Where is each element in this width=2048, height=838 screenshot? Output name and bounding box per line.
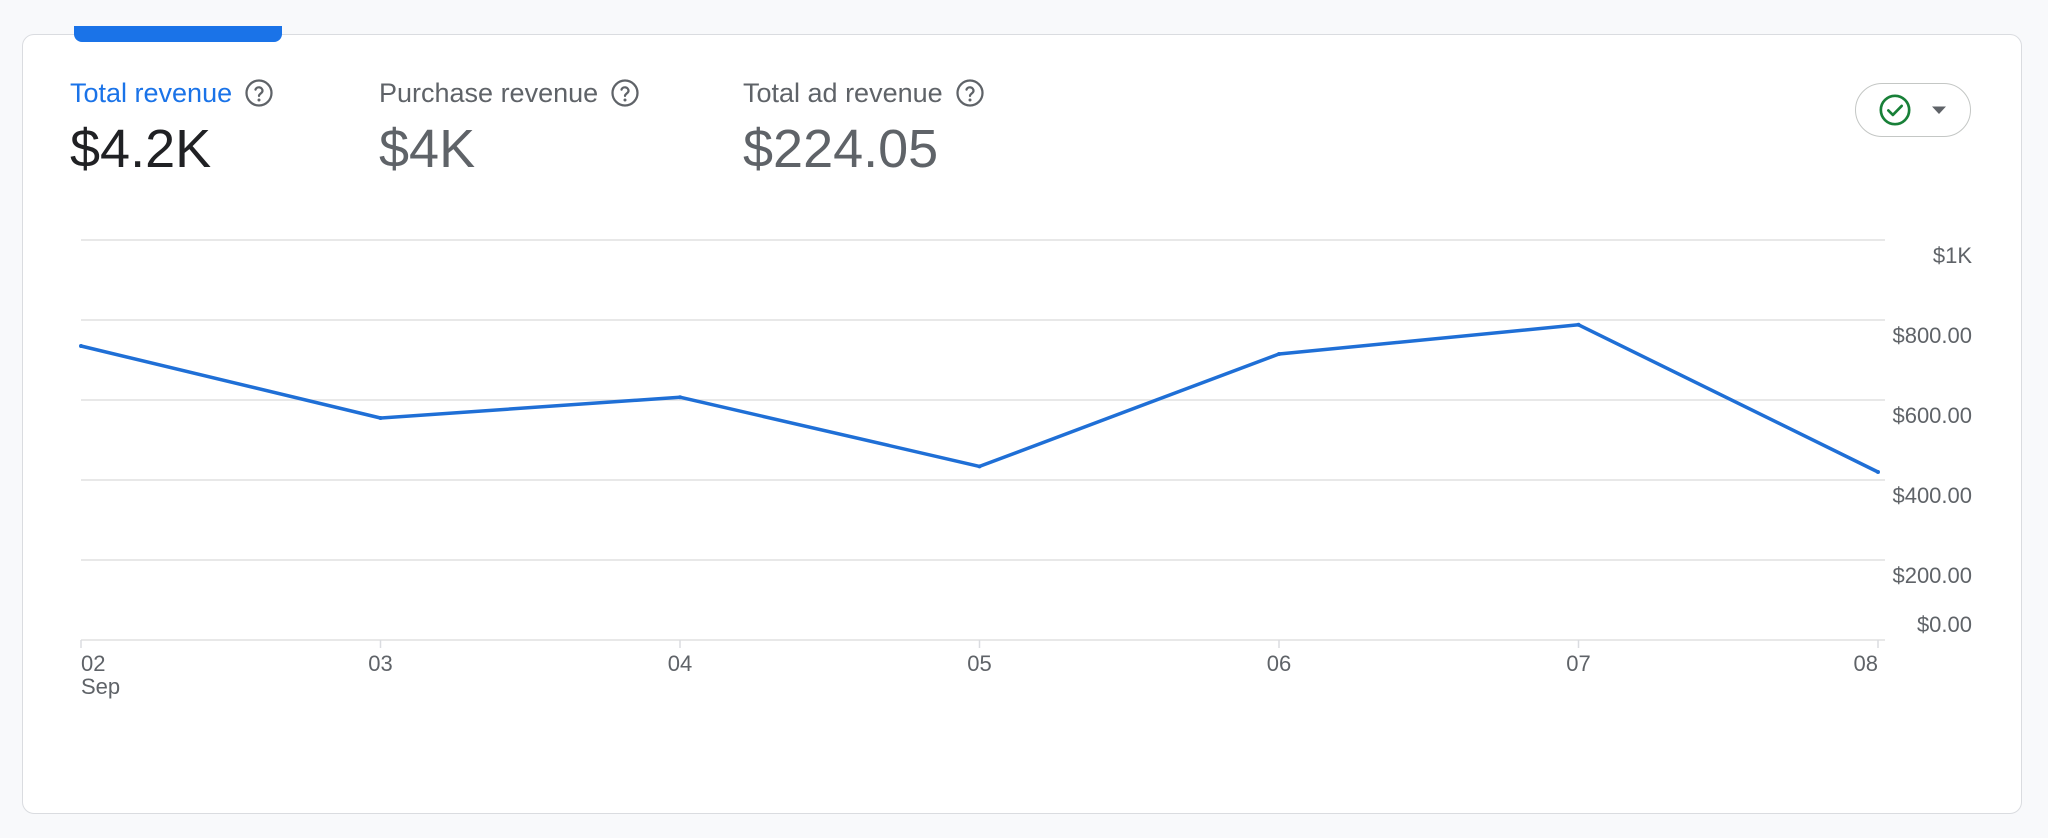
help-circle-icon[interactable] [244,78,274,108]
x-tick-label: 08 [1854,651,1878,676]
metric-value: $224.05 [743,119,939,179]
metric-purchase-revenue[interactable]: Purchase revenue $4K [379,76,640,176]
metric-value: $4.2K [70,119,212,179]
metric-label: Purchase revenue [379,77,599,108]
active-tab-indicator [74,26,282,42]
data-point[interactable] [1277,352,1281,356]
data-point[interactable] [977,464,982,469]
data-point[interactable] [1576,322,1581,327]
metric-total-ad-revenue[interactable]: Total ad revenue $224.05 [743,76,985,176]
metric-value: $4K [379,119,476,179]
metric-label: Total ad revenue [743,77,943,108]
y-tick-label: $200.00 [1892,563,1972,588]
y-tick-label: $1K [1933,243,1972,268]
y-tick-label: $800.00 [1892,323,1972,348]
chart-series [79,322,1880,474]
x-month-label: Sep [81,674,120,699]
y-tick-label: $400.00 [1892,483,1972,508]
check-circle-icon [1879,94,1911,126]
revenue-card [22,34,2022,814]
x-tick-label: 02 [81,651,105,676]
series-line[interactable] [80,323,1879,474]
x-tick-label: 06 [1267,651,1291,676]
y-tick-label: $0.00 [1917,612,1972,637]
y-tick-label: $600.00 [1892,403,1972,428]
metric-total-revenue[interactable]: Total revenue $4.2K [70,76,274,176]
x-tick-label: 04 [668,651,692,676]
x-tick-label: 07 [1566,651,1590,676]
data-point[interactable] [1876,470,1880,474]
help-circle-icon[interactable] [610,78,640,108]
data-point[interactable] [79,344,83,348]
dropdown-arrow-icon [1932,106,1946,114]
compare-dropdown-button[interactable] [1855,83,1971,137]
x-tick-label: 05 [967,651,991,676]
y-axis-labels: $0.00 $200.00 $400.00 $600.00 $800.00 $1K [1892,243,1972,637]
help-circle-icon[interactable] [955,78,985,108]
x-axis-labels: 02 03 04 05 06 07 08 Sep [80,640,1879,699]
data-point[interactable] [678,395,682,400]
chart-gridlines [81,239,1885,641]
x-tick-label: 03 [368,651,392,676]
metric-label: Total revenue [70,77,233,108]
data-point[interactable] [378,416,383,420]
